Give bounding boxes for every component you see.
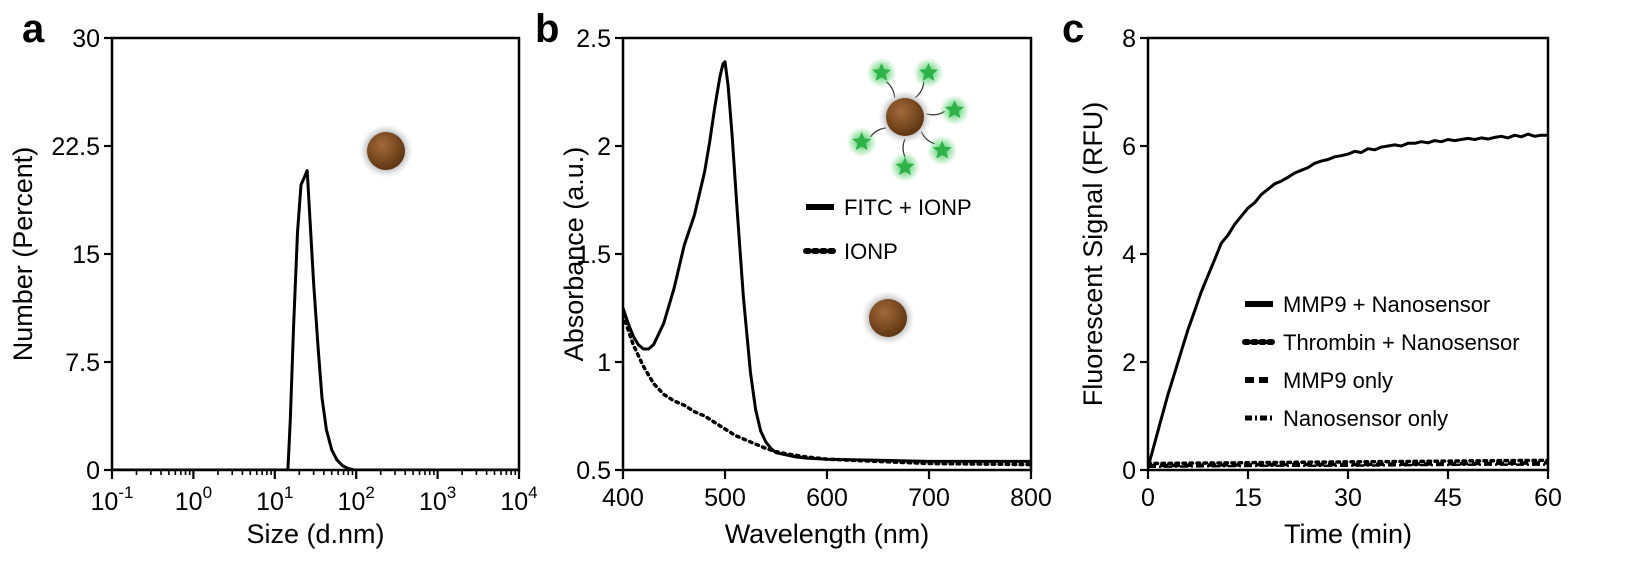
y-axis-title: Number (Percent) — [8, 147, 38, 362]
series-line-mmp9-nanosensor — [1148, 132, 1548, 468]
y-tick-label: 0 — [1122, 457, 1136, 485]
fluorophore-star-icon — [872, 62, 891, 81]
x-tick-label: 400 — [602, 484, 644, 512]
series-line-thrombin-nanosensor — [1148, 458, 1548, 466]
x-tick-label: 60 — [1534, 484, 1562, 512]
x-axis-title: Wavelength (nm) — [725, 519, 930, 549]
series-line-ionp — [623, 312, 1031, 467]
fluorophore-star-icon — [932, 140, 952, 159]
plot-frame — [110, 36, 521, 472]
panel-c: c 0 2 4 6 8 0 15 30 45 60 Time (min) Fluorescent Sig… — [1062, 7, 1562, 549]
fluorophore-star-icon — [945, 100, 964, 119]
fitc-ionp-illustration — [846, 57, 970, 182]
legend-label: Nanosensor only — [1283, 406, 1448, 431]
ionp-particle-illustration — [861, 291, 915, 345]
legend-item: MMP9 only — [1245, 368, 1393, 393]
y-tick-label: 4 — [1122, 241, 1136, 269]
x-tick-label: 102 — [338, 483, 375, 516]
y-tick-label: 2 — [1122, 349, 1136, 377]
x-tick-label: 500 — [704, 484, 746, 512]
ionp-core-particle — [878, 90, 932, 144]
series-line-nanosensor-only — [1148, 463, 1548, 469]
x-axis-title: Time (min) — [1284, 519, 1412, 549]
x-tick-label: 104 — [500, 483, 537, 516]
x-tick-label: 45 — [1434, 484, 1462, 512]
legend-label: MMP9 + Nanosensor — [1283, 292, 1490, 317]
x-tick-label: 10-1 — [91, 483, 134, 516]
legend-label: FITC + IONP — [844, 195, 972, 220]
y-tick-label: 7.5 — [65, 349, 100, 377]
y-tick-label: 2.5 — [576, 25, 611, 53]
legend-item: MMP9 + Nanosensor — [1245, 292, 1490, 317]
legend-item: FITC + IONP — [806, 195, 972, 220]
particle-core — [886, 98, 924, 136]
particle-core — [367, 132, 405, 170]
x-tick-label: 15 — [1234, 484, 1262, 512]
legend-label: IONP — [844, 239, 898, 264]
panel-b: b 0.5 1 1.5 2 2.5 400 500 600 700 800 Wavelength (n… — [535, 7, 1052, 549]
y-axis-title: Absorbance (a.u.) — [559, 147, 589, 362]
x-tick-label: 800 — [1010, 484, 1052, 512]
y-tick-label: 22.5 — [51, 133, 100, 161]
legend-item: Thrombin + Nanosensor — [1242, 330, 1520, 355]
x-tick-label: 0 — [1141, 484, 1155, 512]
x-tick-label: 101 — [256, 483, 293, 516]
y-tick-label: 1.5 — [576, 241, 611, 269]
panel-label: b — [535, 7, 559, 51]
y-tick-label: 30 — [72, 25, 100, 53]
fluorophore-star-icon — [919, 62, 938, 81]
y-tick-label: 6 — [1122, 133, 1136, 161]
fluorophore-star-icon — [852, 132, 872, 151]
x-tick-label: 103 — [419, 483, 456, 516]
legend-label: MMP9 only — [1283, 368, 1393, 393]
y-tick-label: 15 — [72, 241, 100, 269]
series-line-ionp — [112, 169, 519, 470]
panel-a: a 0 7.5 15 22.5 30 10-1 100 101 102 103 104 Size (d.… — [8, 7, 538, 549]
y-tick-label: 8 — [1122, 25, 1136, 53]
x-axis-title: Size (d.nm) — [246, 519, 384, 549]
x-tick-label: 100 — [175, 483, 212, 516]
legend-label: Thrombin + Nanosensor — [1283, 330, 1520, 355]
particle-core — [869, 299, 907, 337]
y-tick-label: 0 — [86, 457, 100, 485]
x-tick-label: 30 — [1334, 484, 1362, 512]
panel-label: a — [22, 7, 45, 51]
y-tick-label: 0.5 — [576, 457, 611, 485]
fluorophore-star-icon — [895, 157, 915, 176]
panel-label: c — [1062, 7, 1084, 51]
legend-item: Nanosensor only — [1245, 406, 1448, 431]
y-tick-label: 2 — [597, 133, 611, 161]
x-tick-label: 600 — [806, 484, 848, 512]
y-axis-title: Fluorescent Signal (RFU) — [1078, 102, 1108, 407]
ionp-particle-illustration — [359, 124, 413, 178]
x-tick-label: 700 — [908, 484, 950, 512]
series-line-fitc-ionp — [623, 60, 1031, 463]
y-tick-label: 1 — [597, 349, 611, 377]
legend-item: IONP — [803, 239, 898, 264]
